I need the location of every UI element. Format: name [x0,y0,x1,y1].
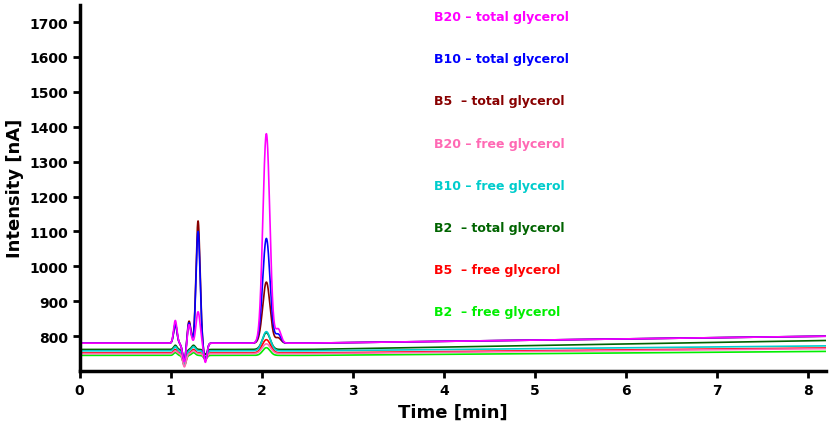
Text: B20 – total glycerol: B20 – total glycerol [434,11,569,24]
Y-axis label: Intensity [nA]: Intensity [nA] [6,119,23,258]
Text: B5  – total glycerol: B5 – total glycerol [434,95,565,108]
Text: B10 – total glycerol: B10 – total glycerol [434,53,569,66]
X-axis label: Time [min]: Time [min] [399,403,508,420]
Text: B10 – free glycerol: B10 – free glycerol [434,179,565,192]
Text: B20 – free glycerol: B20 – free glycerol [434,137,565,150]
Text: B2  – free glycerol: B2 – free glycerol [434,305,561,318]
Text: B5  – free glycerol: B5 – free glycerol [434,263,561,276]
Text: B2  – total glycerol: B2 – total glycerol [434,221,565,234]
